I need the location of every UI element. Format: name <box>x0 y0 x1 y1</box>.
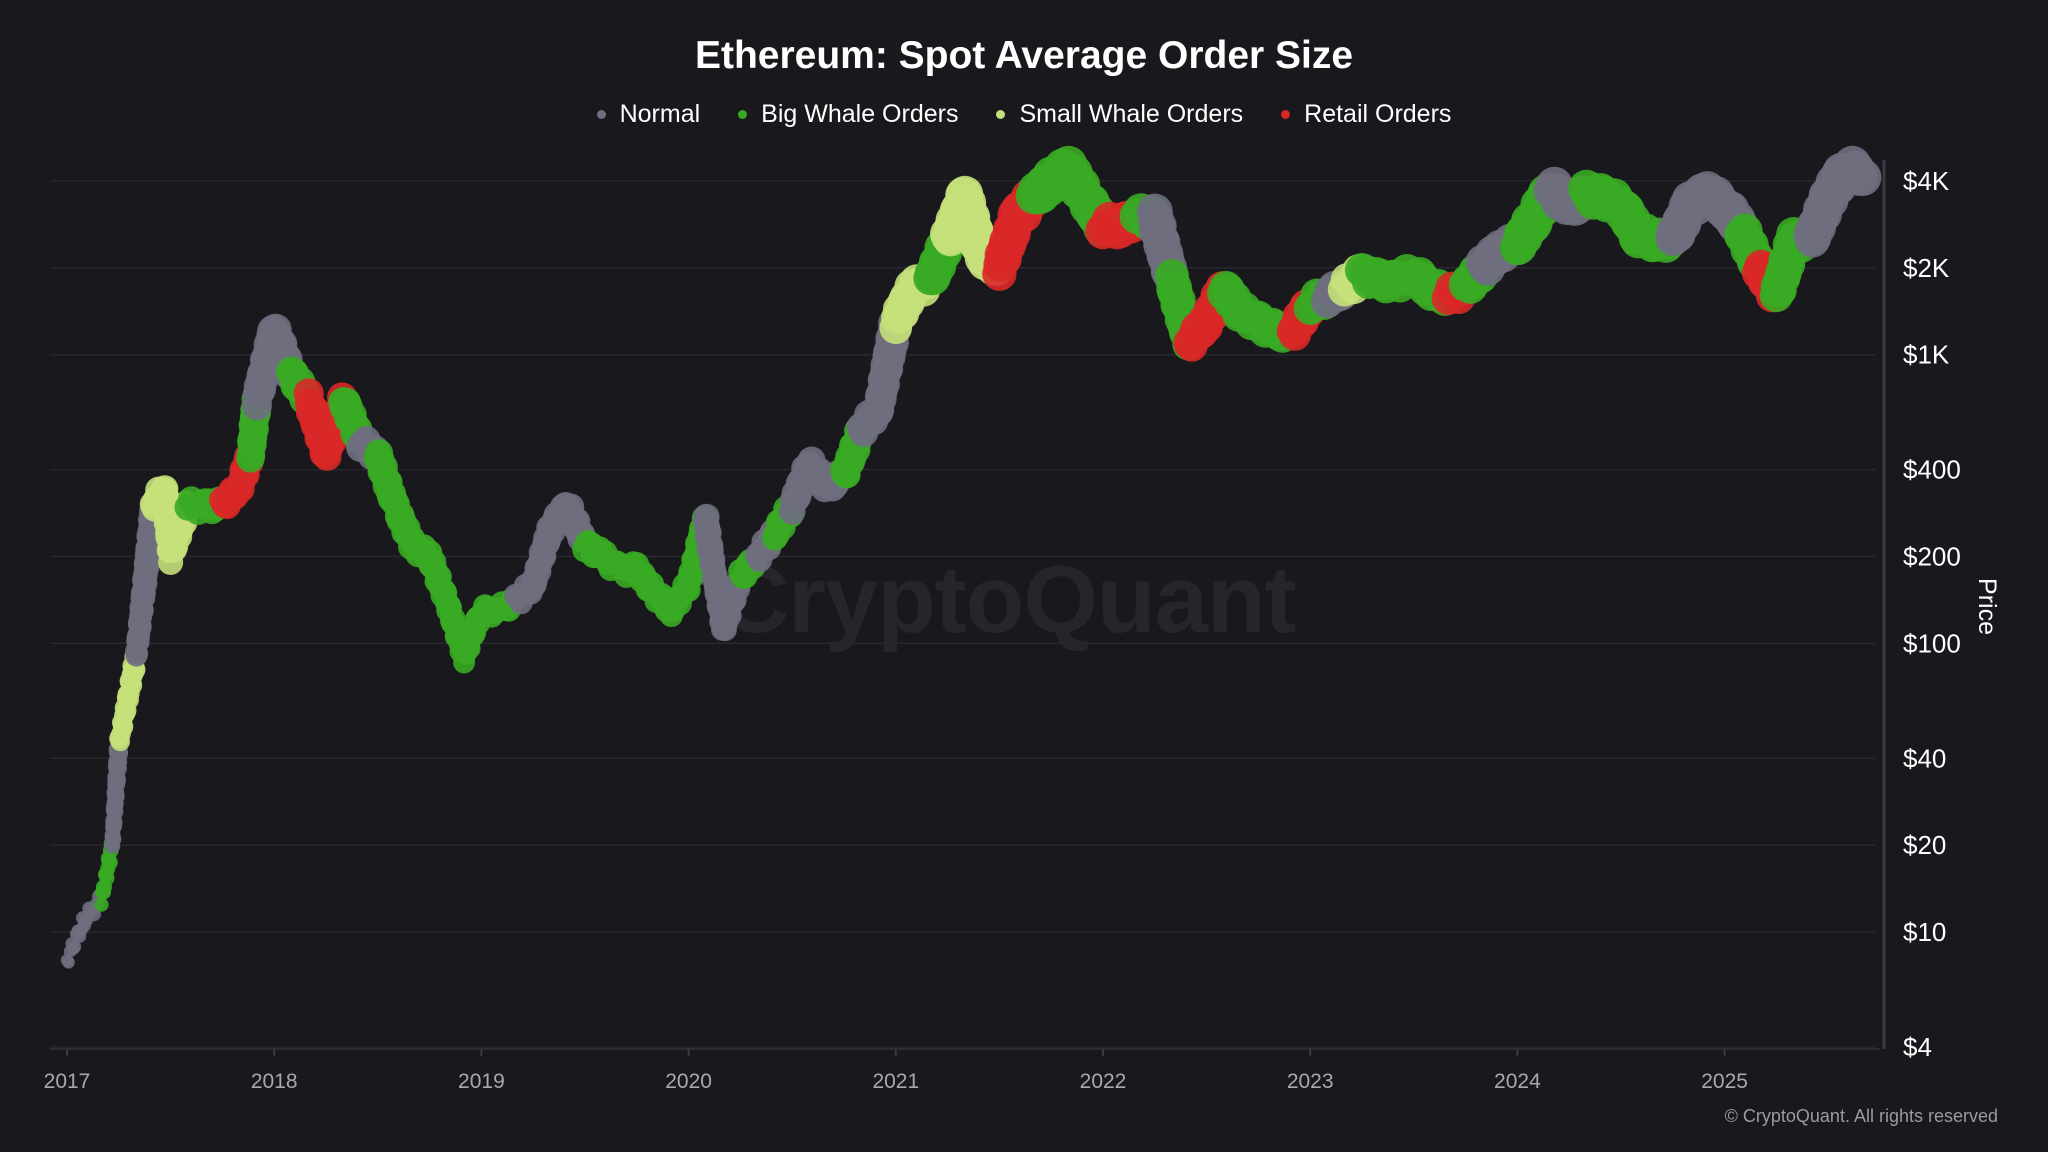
y-tick-label: $1K <box>1903 340 1950 370</box>
x-tick-label: 2018 <box>251 1070 298 1093</box>
legend-label: Big Whale Orders <box>761 100 959 128</box>
x-tick-label: 2021 <box>872 1070 919 1093</box>
legend: Normal Big Whale Orders Small Whale Orde… <box>0 100 2048 129</box>
y-axis-label: Price <box>1972 578 2001 635</box>
legend-dot-small-whale <box>996 110 1006 119</box>
x-tick-label: 2023 <box>1287 1070 1334 1093</box>
legend-label: Small Whale Orders <box>1019 100 1244 128</box>
data-point-normal <box>1844 158 1882 196</box>
x-tick-label: 2025 <box>1701 1070 1748 1093</box>
legend-dot-big-whale <box>738 110 748 119</box>
y-tick-label: $400 <box>1903 455 1961 485</box>
x-tick-label: 2017 <box>44 1070 91 1093</box>
x-tick-label: 2020 <box>665 1070 712 1093</box>
legend-label: Retail Orders <box>1304 100 1452 128</box>
y-tick-label: $100 <box>1903 628 1961 658</box>
x-tick-label: 2024 <box>1494 1070 1541 1093</box>
legend-dot-normal <box>596 110 606 119</box>
bubble-normal <box>62 956 75 969</box>
copyright: © CryptoQuant. All rights reserved <box>1724 1106 1998 1126</box>
y-tick-label: $40 <box>1903 743 1946 773</box>
y-tick-label: $20 <box>1903 830 1946 860</box>
watermark: CryptoQuant <box>720 546 1297 653</box>
y-tick-label: $200 <box>1903 542 1961 572</box>
legend-item-retail[interactable]: Retail Orders <box>1281 100 1451 129</box>
y-tick-label: $4 <box>1903 1032 1932 1062</box>
legend-item-normal[interactable]: Normal <box>596 100 701 129</box>
y-tick-label: $4K <box>1903 166 1950 196</box>
bubble-normal <box>68 940 82 954</box>
data-point-big <box>94 897 109 912</box>
legend-item-small-whale[interactable]: Small Whale Orders <box>996 100 1243 129</box>
chart-title: Ethereum: Spot Average Order Size <box>694 34 1354 77</box>
y-tick-label: $2K <box>1903 253 1950 283</box>
y-tick-label: $10 <box>1903 917 1946 947</box>
bubble-normal <box>104 831 122 848</box>
legend-item-big-whale[interactable]: Big Whale Orders <box>738 100 958 129</box>
legend-dot-retail <box>1281 110 1291 119</box>
x-tick-label: 2019 <box>458 1070 505 1093</box>
x-tick-label: 2022 <box>1080 1070 1127 1093</box>
bubble-big <box>102 854 118 871</box>
legend-label: Normal <box>619 100 701 128</box>
